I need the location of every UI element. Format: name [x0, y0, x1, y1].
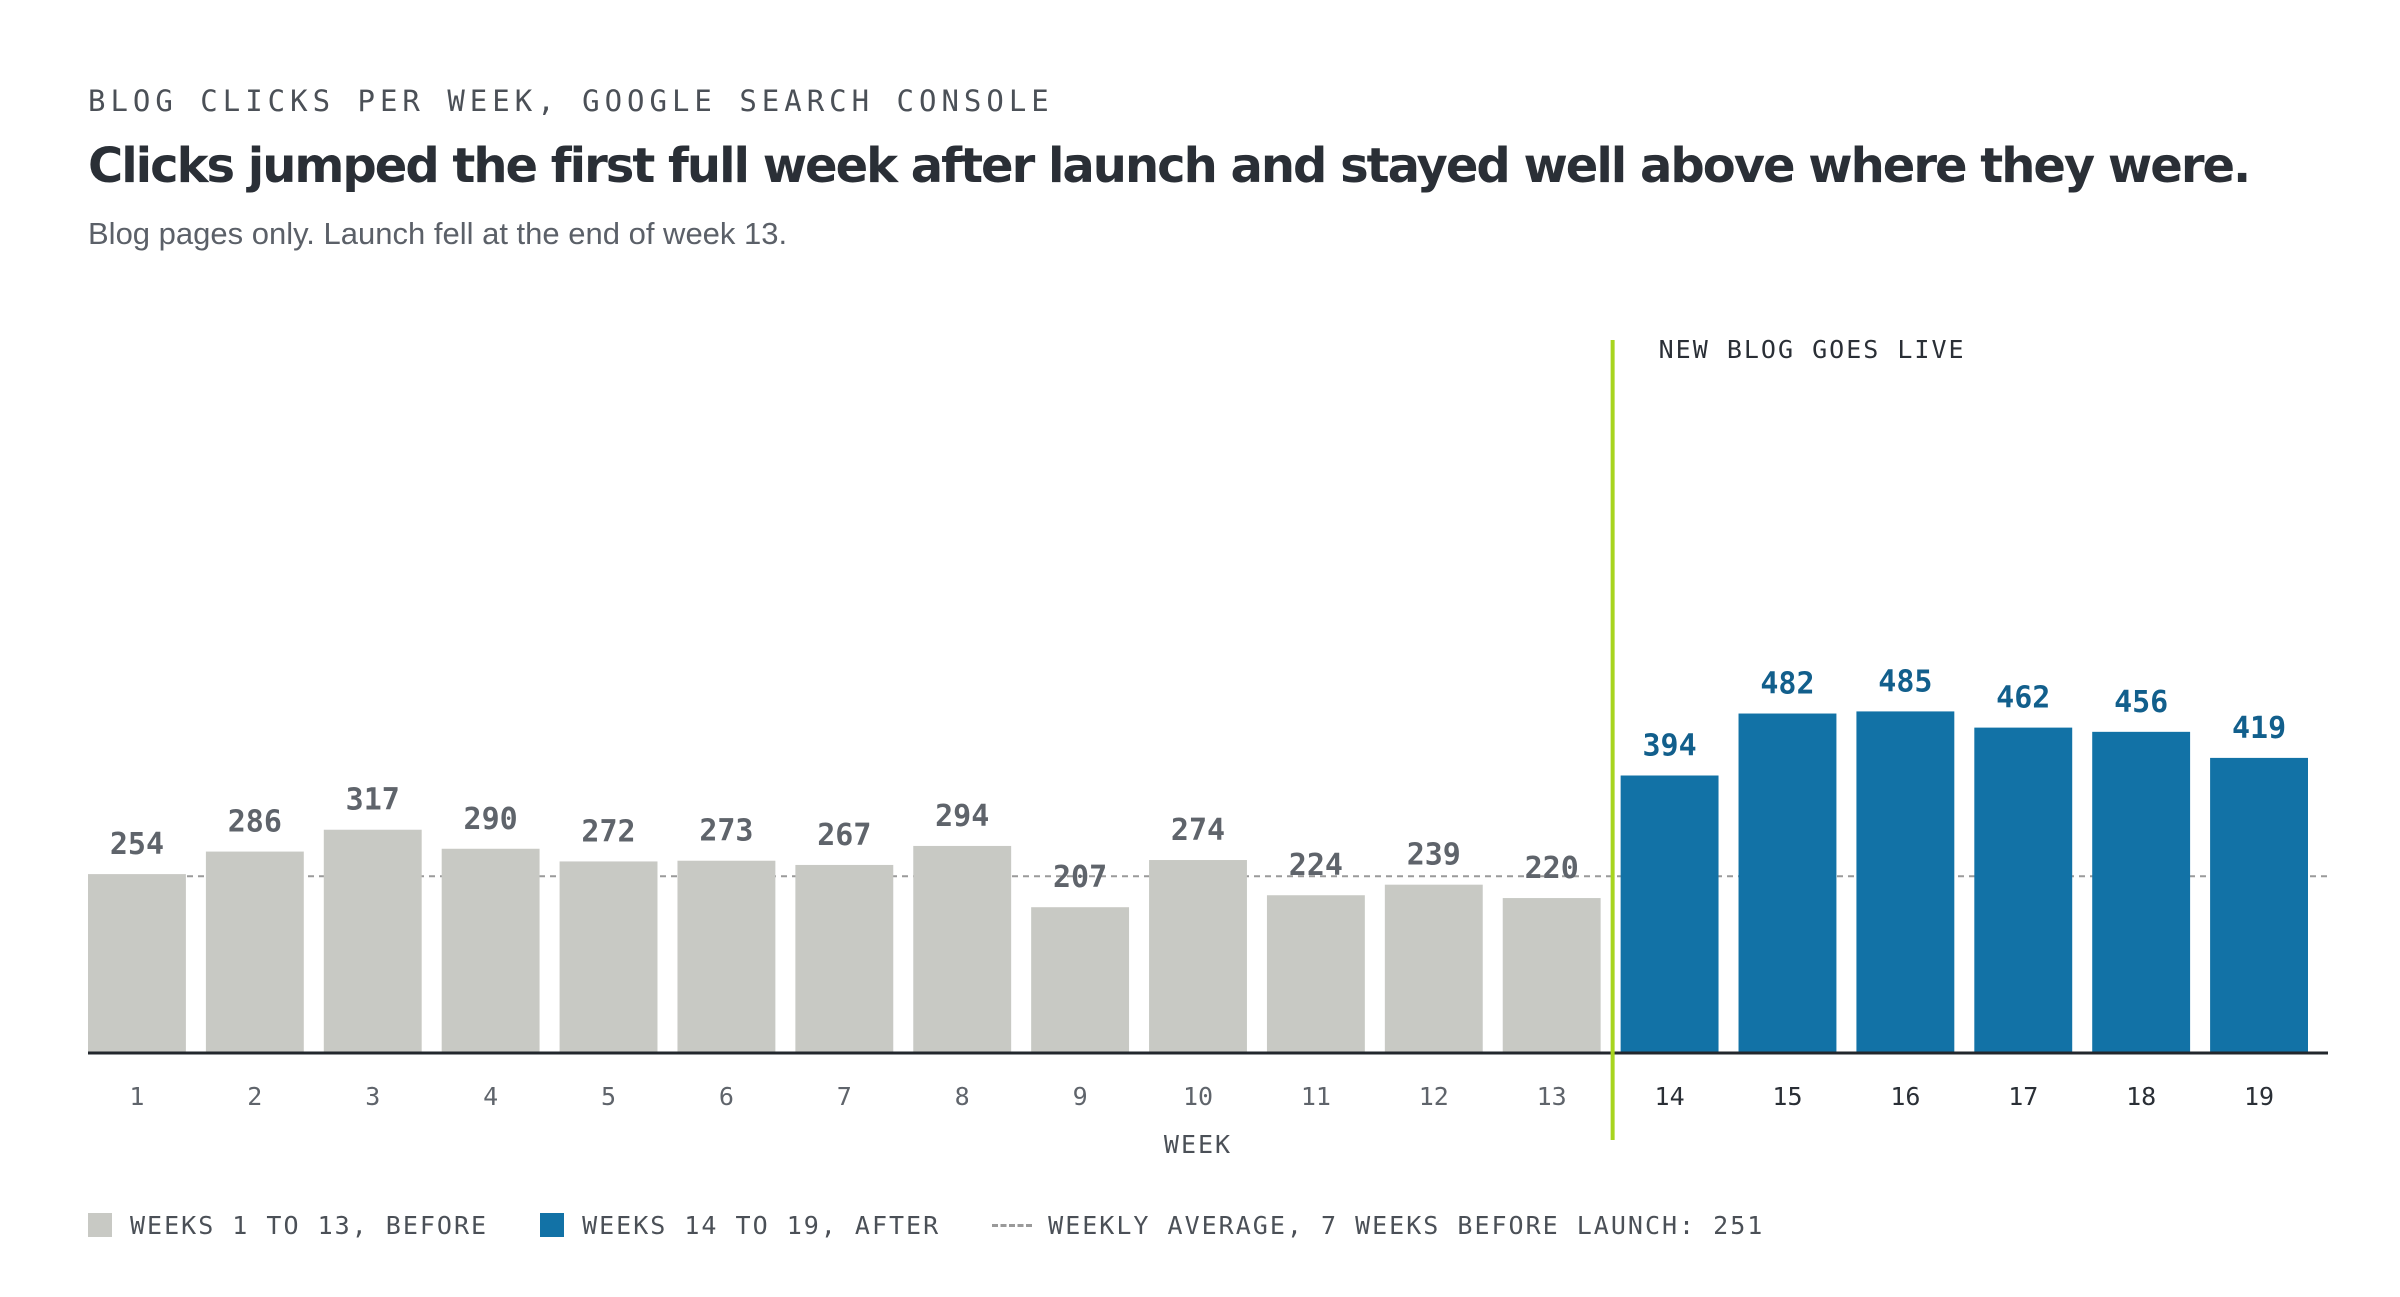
- bar-week-12: [1384, 884, 1483, 1053]
- bar-week-6: [677, 860, 776, 1053]
- bar-week-3: [323, 829, 422, 1053]
- data-label-week-3: 317: [346, 783, 400, 818]
- x-axis-title: WEEK: [1164, 1130, 1232, 1159]
- data-label-week-6: 273: [699, 814, 753, 849]
- bar-week-18: [2092, 731, 2191, 1053]
- data-label-week-5: 272: [581, 814, 635, 849]
- data-label-week-4: 290: [464, 802, 518, 837]
- x-tick-label-9: 9: [1073, 1082, 1088, 1111]
- x-tick-label-19: 19: [2244, 1082, 2274, 1111]
- chart-subtitle: Blog pages only. Launch fell at the end …: [88, 216, 788, 251]
- data-label-week-14: 394: [1642, 729, 1696, 764]
- x-tick-label-1: 1: [129, 1082, 144, 1111]
- x-tick-label-17: 17: [2008, 1082, 2038, 1111]
- x-tick-label-3: 3: [365, 1082, 380, 1111]
- bar-week-19: [2210, 757, 2308, 1053]
- bar-week-15: [1738, 713, 1837, 1053]
- chart-legend: WEEKS 1 TO 13, BEFORE WEEKS 14 TO 19, AF…: [88, 1208, 1816, 1242]
- x-tick-label-5: 5: [601, 1082, 616, 1111]
- bar-week-11: [1266, 895, 1365, 1053]
- data-label-week-17: 462: [1996, 681, 2050, 716]
- data-label-week-16: 485: [1878, 664, 1932, 699]
- data-label-week-18: 456: [2114, 685, 2168, 720]
- legend-item-before: WEEKS 1 TO 13, BEFORE: [88, 1211, 488, 1240]
- x-tick-label-10: 10: [1183, 1082, 1213, 1111]
- x-tick-label-8: 8: [955, 1082, 970, 1111]
- data-label-week-8: 294: [935, 799, 989, 834]
- bar-week-14: [1620, 775, 1719, 1053]
- legend-dash-average: [992, 1223, 1033, 1227]
- bar-week-5: [559, 861, 658, 1053]
- x-tick-label-14: 14: [1655, 1082, 1685, 1111]
- data-label-week-11: 224: [1289, 848, 1343, 883]
- x-tick-label-13: 13: [1537, 1082, 1567, 1111]
- data-label-week-1: 254: [110, 827, 164, 862]
- bar-week-9: [1031, 907, 1130, 1053]
- legend-item-average: WEEKLY AVERAGE, 7 WEEKS BEFORE LAUNCH: 2…: [992, 1211, 1764, 1240]
- chart-eyebrow: BLOG CLICKS PER WEEK, GOOGLE SEARCH CONS…: [88, 84, 1054, 118]
- bar-week-4: [441, 848, 540, 1053]
- bar-week-1: [88, 874, 186, 1053]
- bar-week-2: [205, 851, 304, 1053]
- x-tick-label-18: 18: [2126, 1082, 2156, 1111]
- launch-annotation-label: NEW BLOG GOES LIVE: [1659, 335, 1966, 364]
- data-label-week-10: 274: [1171, 813, 1225, 848]
- x-tick-label-15: 15: [1772, 1082, 1802, 1111]
- x-tick-label-2: 2: [247, 1082, 262, 1111]
- legend-label-average: WEEKLY AVERAGE, 7 WEEKS BEFORE LAUNCH: 2…: [1048, 1210, 1765, 1240]
- data-label-week-12: 239: [1407, 838, 1461, 873]
- x-tick-label-11: 11: [1301, 1082, 1331, 1111]
- legend-label-after: WEEKS 14 TO 19, AFTER: [582, 1210, 941, 1240]
- chart-title: Clicks jumped the first full week after …: [88, 138, 2251, 194]
- data-label-week-19: 419: [2232, 711, 2286, 746]
- legend-swatch-after: [540, 1213, 565, 1237]
- bar-week-7: [795, 864, 894, 1053]
- data-label-week-15: 482: [1760, 667, 1814, 702]
- data-label-week-2: 286: [228, 805, 282, 840]
- legend-swatch-before: [88, 1213, 112, 1237]
- x-tick-label-6: 6: [719, 1082, 734, 1111]
- bar-week-10: [1149, 860, 1247, 1053]
- legend-label-before: WEEKS 1 TO 13, BEFORE: [130, 1210, 489, 1240]
- x-tick-label-16: 16: [1890, 1082, 1920, 1111]
- bar-week-8: [913, 845, 1012, 1053]
- bar-week-17: [1974, 727, 2073, 1053]
- data-label-week-13: 220: [1525, 851, 1579, 886]
- data-label-week-7: 267: [817, 818, 871, 853]
- x-tick-label-12: 12: [1419, 1082, 1449, 1111]
- bar-week-13: [1502, 898, 1601, 1053]
- legend-item-after: WEEKS 14 TO 19, AFTER: [540, 1211, 940, 1240]
- x-tick-label-4: 4: [483, 1082, 498, 1111]
- data-label-week-9: 207: [1053, 860, 1107, 895]
- x-tick-label-7: 7: [837, 1082, 852, 1111]
- bar-week-16: [1856, 711, 1955, 1053]
